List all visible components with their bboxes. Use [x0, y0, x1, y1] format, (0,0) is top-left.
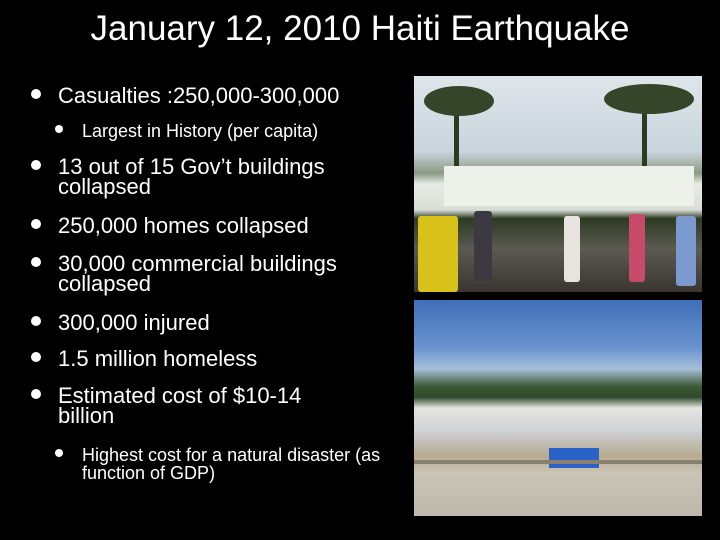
bullet-text: 1.5 million homeless: [58, 346, 258, 371]
bullet-item: Estimated cost of $10-14 billion: [31, 383, 348, 428]
bullet-icon: [31, 389, 41, 399]
bullet-icon: [31, 257, 41, 267]
bullet-item: 1.5 million homeless: [31, 346, 398, 371]
bullet-text: 30,000 commercial buildings collapsed: [58, 251, 337, 296]
sub-bullet-item: Largest in History (per capita): [55, 121, 392, 141]
bullet-text: Estimated cost of $10-14 billion: [58, 383, 302, 428]
bullet-item: Casualties :250,000-300,000: [31, 83, 398, 108]
bullet-item: 30,000 commercial buildings collapsed: [31, 251, 388, 296]
wall: [414, 460, 702, 464]
person: [629, 214, 645, 282]
bullet-icon: [31, 89, 41, 99]
bullet-item: 250,000 homes collapsed: [31, 213, 398, 238]
bullet-text: Highest cost for a natural disaster (as …: [82, 445, 381, 483]
person: [564, 216, 580, 282]
palm-fronds: [424, 86, 494, 116]
person: [474, 211, 492, 281]
palm-tree: [454, 96, 459, 206]
person: [418, 216, 458, 292]
bullet-icon: [31, 160, 41, 170]
palm-tree: [642, 101, 647, 206]
blue-tarp: [549, 448, 599, 468]
bullet-icon: [31, 219, 41, 229]
bullet-icon: [55, 125, 63, 133]
bullet-item: 13 out of 15 Gov’t buildings collapsed: [31, 154, 368, 199]
sub-bullet-item: Highest cost for a natural disaster (as …: [55, 445, 382, 483]
person: [676, 216, 696, 286]
bullet-text: Largest in History (per capita): [82, 121, 319, 141]
bullet-icon: [31, 316, 41, 326]
collapsed-national-palace-photo: [414, 76, 702, 292]
bullet-text: Casualties :250,000-300,000: [58, 83, 340, 108]
bullet-text: 13 out of 15 Gov’t buildings collapsed: [58, 154, 325, 199]
tent-camp-photo: [414, 300, 702, 516]
bullet-text: 250,000 homes collapsed: [58, 213, 309, 238]
bullet-text: 300,000 injured: [58, 310, 210, 335]
bullet-item: 300,000 injured: [31, 310, 398, 335]
palace-building: [444, 166, 694, 206]
bullet-icon: [31, 352, 41, 362]
palm-fronds: [604, 84, 694, 114]
slide-title: January 12, 2010 Haiti Earthquake: [90, 9, 630, 48]
bullet-icon: [55, 449, 63, 457]
